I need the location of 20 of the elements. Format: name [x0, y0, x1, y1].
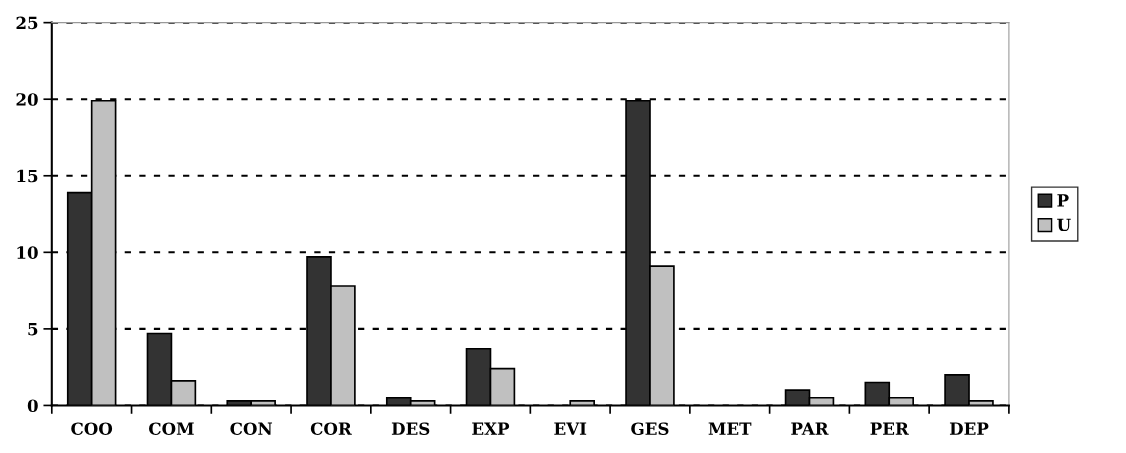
x-tick-label: EVI — [554, 422, 587, 435]
y-tick-label: 15 — [17, 169, 38, 183]
y-tick-label: 5 — [28, 323, 38, 336]
x-tick-label: COO — [71, 422, 113, 435]
x-tick-label: COR — [310, 422, 352, 435]
y-tick-label: 10 — [17, 246, 38, 259]
y-tick-label: 25 — [16, 16, 38, 30]
x-tick-label: COM — [149, 422, 194, 435]
legend-label: P — [1057, 194, 1069, 207]
x-tick-label: GES — [631, 422, 669, 435]
y-tick-label: 20 — [16, 93, 38, 106]
x-tick-label: PER — [870, 422, 909, 435]
x-tick-label: DES — [391, 422, 430, 435]
y-tick-label: 0 — [27, 399, 38, 412]
x-tick-label: EXP — [472, 422, 510, 435]
x-tick-label: CON — [230, 422, 273, 435]
x-tick-label: PAR — [791, 422, 829, 435]
legend-label: U — [1057, 218, 1071, 232]
x-tick-label: MET — [708, 422, 752, 435]
x-tick-label: DEP — [949, 422, 989, 435]
